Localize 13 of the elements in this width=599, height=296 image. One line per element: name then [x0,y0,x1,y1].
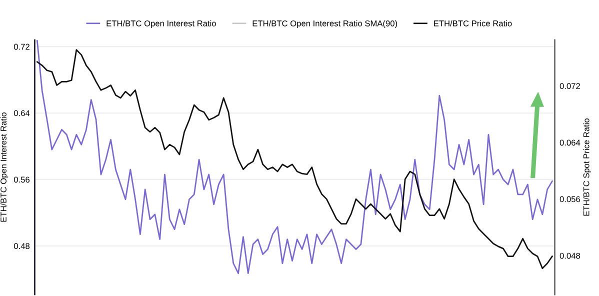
y-axis-title: ETH/BTC Open Interest Ratio [0,112,8,222]
legend-label: ETH/BTC Open Interest Ratio SMA(90) [252,20,398,28]
y-tick-label: 0.56 [14,176,30,183]
y2-axis-title: ETH/BTC Spot Price Ratio [583,118,591,216]
y-tick-label: 0.48 [14,243,30,250]
y2-tick-label: 0.072 [560,83,580,90]
y2-tick-label: 0.064 [560,140,580,146]
y-tick-label: 0.64 [14,110,30,116]
legend-label: ETH/BTC Open Interest Ratio [106,20,216,28]
y-tick-label: 0.72 [14,44,30,50]
y2-tick-label: 0.056 [560,196,580,202]
legend-label: ETH/BTC Price Ratio [434,20,512,26]
y2-tick-label: 0.048 [560,252,580,259]
